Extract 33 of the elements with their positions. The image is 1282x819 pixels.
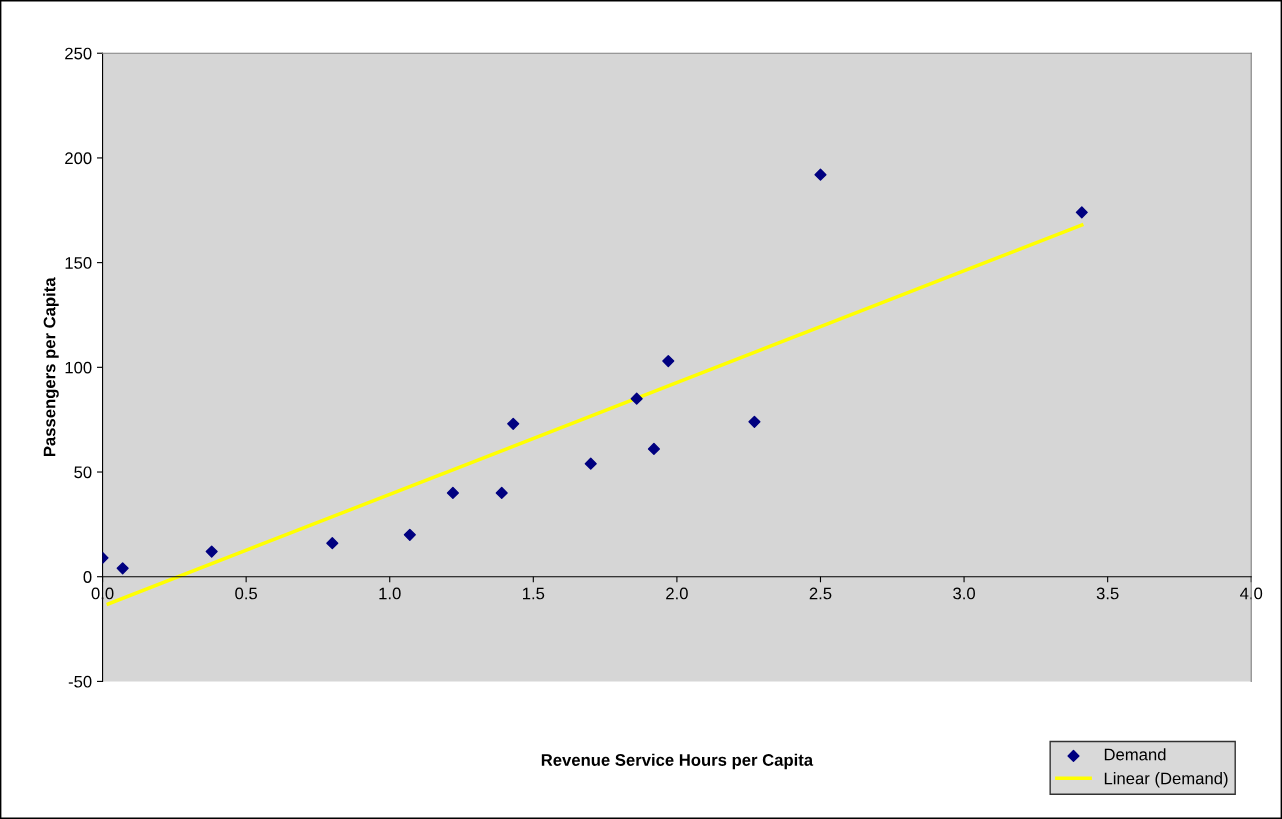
y-tick-label: 100 bbox=[65, 361, 92, 374]
point bbox=[662, 354, 675, 368]
y-tick-label: 250 bbox=[65, 47, 92, 60]
x-tick-label: 3.5 bbox=[1096, 587, 1119, 600]
point bbox=[495, 486, 508, 500]
y-tick-label: 150 bbox=[65, 257, 92, 269]
x-tick-label: 3.0 bbox=[953, 587, 975, 600]
point bbox=[403, 528, 416, 541]
point bbox=[446, 486, 459, 500]
point bbox=[647, 442, 660, 456]
point bbox=[205, 545, 218, 558]
x-axis-title: Revenue Service Hours per Capita bbox=[541, 753, 814, 770]
x-tick-label: 1.0 bbox=[379, 587, 401, 600]
x-tick-label: 0.5 bbox=[235, 587, 258, 600]
y-tick-label: 200 bbox=[65, 152, 92, 165]
point bbox=[748, 415, 761, 428]
point bbox=[116, 562, 129, 575]
point bbox=[584, 457, 597, 470]
point bbox=[630, 392, 643, 405]
point bbox=[507, 417, 520, 430]
legend-label: Demand bbox=[1104, 748, 1166, 761]
point bbox=[326, 537, 339, 550]
x-tick-label: 1.5 bbox=[523, 587, 545, 600]
point bbox=[1075, 206, 1088, 219]
y-tick-label: -50 bbox=[68, 675, 92, 688]
y-tick-label: 50 bbox=[74, 466, 92, 479]
x-tick-label: 2.0 bbox=[666, 587, 688, 600]
y-tick-label: 0 bbox=[83, 571, 92, 583]
x-tick-label: 2.5 bbox=[809, 587, 832, 600]
x-tick-label: 4.0 bbox=[1240, 587, 1263, 600]
legend-label: Linear (Demand) bbox=[1104, 772, 1228, 788]
y-axis-title: Passengers per Capita bbox=[43, 277, 59, 457]
point bbox=[814, 168, 827, 181]
